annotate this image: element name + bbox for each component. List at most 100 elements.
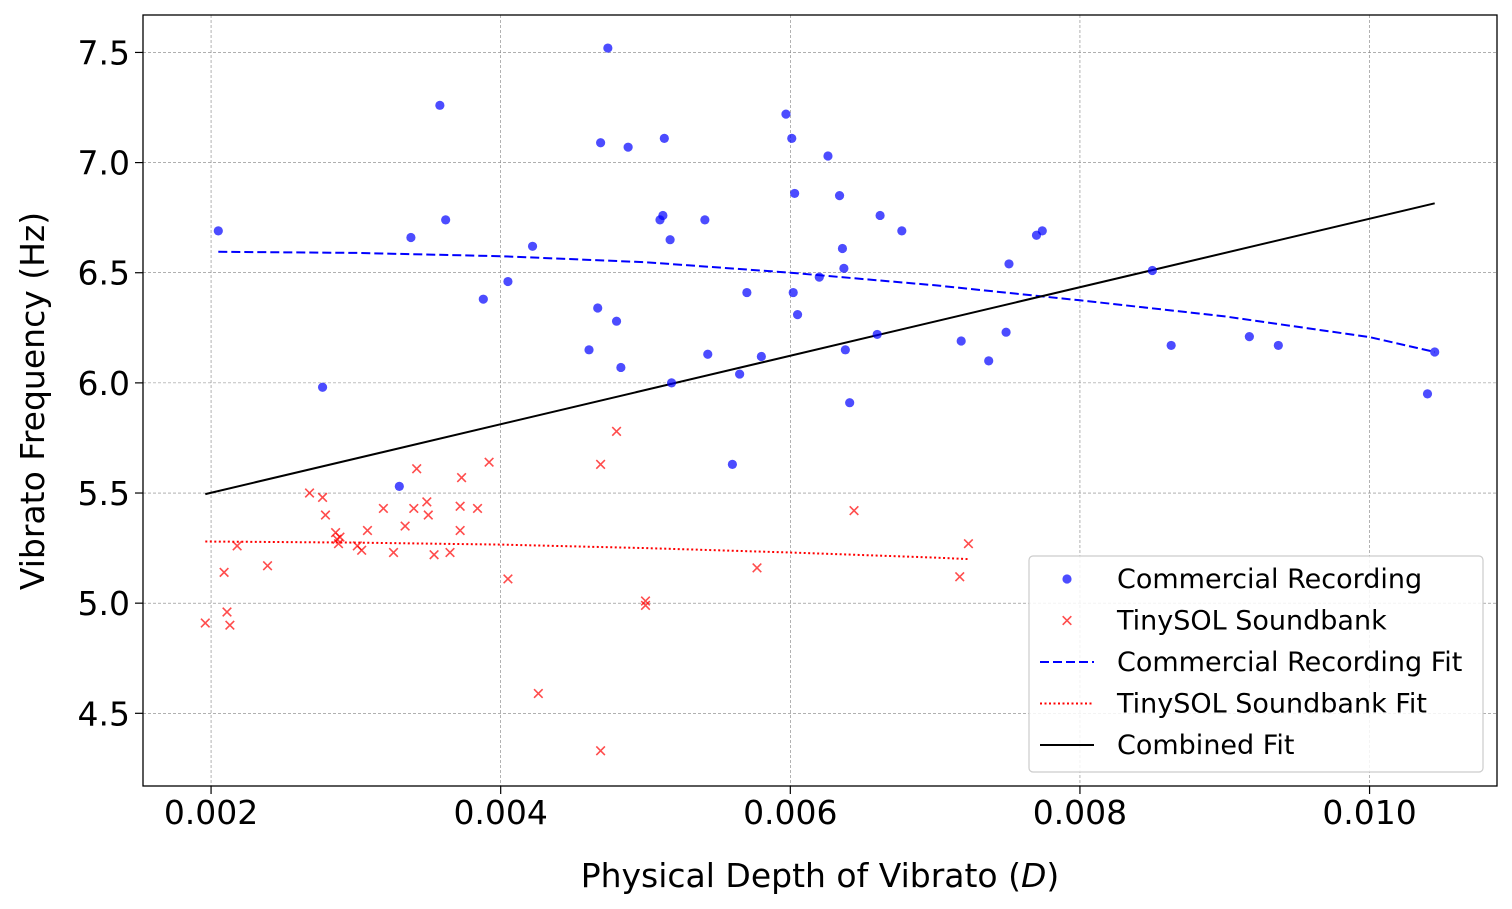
tinysol-soundbank-point (533, 688, 544, 699)
x-tick-label: 0.002 (164, 793, 258, 832)
commercial-recording-point (1430, 347, 1440, 357)
tinysol-soundbank-fit-line (205, 540, 969, 561)
commercial-recording-point (839, 263, 849, 273)
commercial-recording-point (441, 215, 451, 225)
tinysol-soundbank-point (421, 496, 432, 507)
commercial-recording-point (814, 272, 824, 282)
commercial-recording-point (787, 133, 797, 143)
commercial-recording-point (1037, 226, 1047, 236)
commercial-recording-point (788, 287, 798, 298)
y-tick-label: 6.0 (78, 364, 130, 403)
commercial-recording-point (1004, 259, 1014, 269)
legend-entry: Commercial Recording (1062, 564, 1422, 595)
tinysol-soundbank-point (222, 607, 232, 617)
commercial-recording-point (1244, 332, 1254, 342)
tinysol-soundbank-point (225, 620, 235, 631)
y-tick-label: 5.5 (78, 474, 130, 513)
x-axis-label: Physical Depth of Vibrato (D) (581, 856, 1060, 895)
tinysol-soundbank-point (752, 563, 762, 573)
legend-label: TinySOL Soundbank (1116, 606, 1387, 637)
commercial-recording-point (840, 345, 850, 355)
fit-lines (205, 202, 1435, 561)
tinysol-soundbank-point (411, 463, 422, 474)
y-tick-label: 4.5 (78, 694, 130, 733)
tinysol-soundbank-point (849, 505, 859, 516)
commercial-recording-point (700, 215, 710, 225)
y-tick-label: 7.0 (78, 144, 130, 183)
y-axis-ticks: 4.5 5.0 5.5 6.0 6.5 7.0 7.5 (78, 33, 143, 733)
commercial-recording-series (213, 43, 1440, 492)
legend-box (1028, 555, 1484, 773)
tinysol-soundbank-point (456, 472, 467, 483)
y-tick-label: 6.5 (78, 254, 130, 293)
commercial-recording-point (781, 109, 791, 119)
y-tick-label: 7.5 (78, 33, 130, 72)
x-axis-label-prefix: Physical Depth of Vibrato ( (581, 856, 1021, 895)
commercial-recording-point (658, 210, 668, 221)
commercial-recording-point (735, 369, 745, 379)
legend-entry: Commercial Recording Fit (1040, 647, 1462, 678)
commercial-recording-point (727, 459, 737, 469)
tinysol-soundbank-point (400, 521, 410, 531)
commercial-recording-point (406, 232, 416, 243)
legend-entries: Commercial Recording TinySOL Soundbank Com… (1040, 564, 1462, 761)
x-tick-label: 0.004 (453, 793, 547, 832)
data-points (200, 43, 1440, 756)
commercial-recording-point (623, 142, 633, 152)
commercial-recording-point (665, 235, 675, 245)
commercial-recording-point (823, 151, 833, 161)
tinysol-soundbank-point (963, 538, 974, 549)
x-tick-label: 0.010 (1322, 793, 1416, 832)
commercial-recording-point (478, 294, 488, 304)
legend-label: TinySOL Soundbank Fit (1116, 689, 1427, 720)
legend-entry: TinySOL Soundbank (1062, 606, 1387, 637)
legend-circle-marker-icon (1062, 574, 1072, 584)
tinysol-soundbank-point (484, 457, 494, 468)
tinysol-soundbank-point (429, 549, 439, 560)
tinysol-soundbank-point (954, 571, 965, 582)
tinysol-soundbank-point (317, 492, 328, 503)
plot-area-frame (142, 14, 1498, 787)
commercial-recording-point (666, 378, 677, 388)
commercial-recording-point (1147, 265, 1157, 276)
tinysol-soundbank-point (611, 426, 622, 437)
commercial-recording-point (837, 243, 848, 254)
tinysol-soundbank-point (388, 547, 399, 558)
legend-label: Commercial Recording (1117, 564, 1422, 595)
commercial-recording-point (790, 188, 800, 199)
legend-x-marker-icon (1062, 615, 1072, 626)
commercial-recording-point (834, 191, 845, 201)
commercial-recording-point (756, 351, 766, 362)
commercial-recording-fit-line (218, 250, 1435, 353)
commercial-recording-point (845, 398, 855, 408)
y-tick-label: 5.0 (78, 584, 130, 623)
commercial-recording-point (527, 241, 538, 251)
tinysol-soundbank-point (423, 510, 434, 520)
commercial-recording-point (1166, 340, 1176, 351)
tinysol-soundbank-point (232, 541, 242, 551)
commercial-recording-point (956, 336, 966, 346)
commercial-recording-point (603, 43, 613, 53)
tinysol-soundbank-point (362, 525, 373, 536)
legend-label: Commercial Recording Fit (1117, 647, 1462, 678)
tinysol-soundbank-point (445, 547, 455, 558)
tinysol-soundbank-point (455, 525, 466, 536)
commercial-recording-point (703, 349, 713, 359)
commercial-recording-point (897, 226, 907, 236)
tinysol-soundbank-point (455, 501, 466, 512)
commercial-recording-point (593, 303, 603, 313)
x-axis-label-suffix: ) (1046, 856, 1059, 895)
tinysol-soundbank-point (503, 574, 513, 584)
tinysol-soundbank-point (262, 560, 273, 571)
x-axis-label-symbol: D (1021, 856, 1046, 895)
commercial-recording-point (584, 345, 594, 355)
x-tick-label: 0.006 (743, 793, 837, 832)
tinysol-soundbank-point (356, 545, 367, 556)
legend-entry: Combined Fit (1040, 730, 1294, 761)
commercial-recording-point (1422, 389, 1433, 399)
tinysol-soundbank-point (595, 459, 606, 470)
commercial-recording-point (616, 362, 626, 373)
combined-fit-line (205, 202, 1435, 496)
